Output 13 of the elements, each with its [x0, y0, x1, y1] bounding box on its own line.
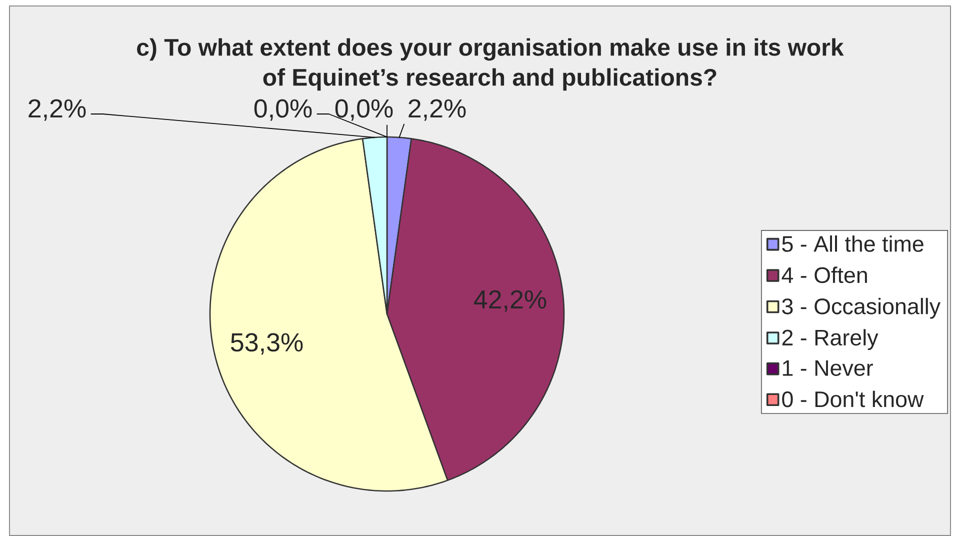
chart-title: c) To what extent does your organisation make use in its work of Equinet’s research and publications? — [137, 38, 844, 91]
text: 0,0% — [254, 99, 312, 121]
legend-label: 4 - Often — [782, 266, 867, 284]
data-label: 42,2% — [474, 290, 546, 312]
legend-label: 0 - Don't know — [782, 390, 924, 408]
text: 0,0% — [335, 99, 393, 121]
data-label: 53,3% — [230, 333, 303, 355]
legend-label: 3 - Occasionally — [782, 298, 941, 319]
data-label: 2,2% — [408, 99, 466, 121]
legend-label: 1 - Never — [782, 360, 873, 376]
legend-label: 5 - All the time — [782, 235, 924, 252]
legend-label: 2 - Rarely — [782, 329, 878, 350]
data-label: 2,2% — [28, 99, 86, 121]
